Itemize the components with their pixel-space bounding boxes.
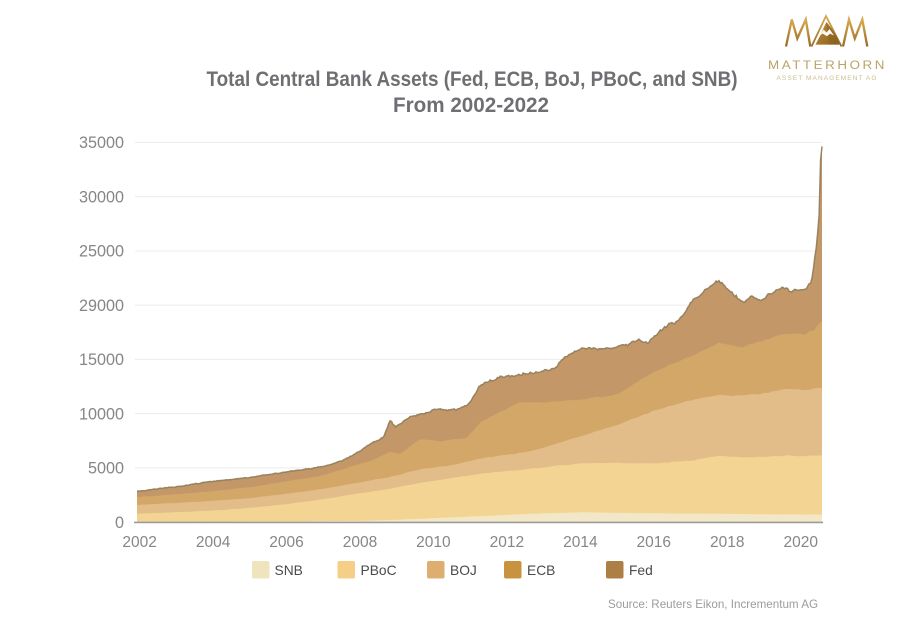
svg-text:15000: 15000 [79, 351, 124, 369]
svg-text:ECB: ECB [527, 563, 555, 578]
svg-text:2020: 2020 [783, 534, 818, 551]
svg-text:ASSET MANAGEMENT AG: ASSET MANAGEMENT AG [777, 75, 878, 82]
svg-text:2004: 2004 [196, 534, 231, 551]
svg-text:2016: 2016 [637, 534, 671, 551]
svg-text:0: 0 [115, 514, 124, 532]
svg-text:2010: 2010 [416, 534, 451, 551]
svg-text:SNB: SNB [275, 563, 303, 578]
svg-text:From 2002-2022: From 2002-2022 [393, 93, 549, 117]
svg-text:5000: 5000 [88, 460, 124, 478]
svg-text:Source: Reuters Eikon, Increme: Source: Reuters Eikon, Incrementum AG [608, 597, 818, 611]
svg-text:2014: 2014 [563, 534, 598, 551]
svg-text:29000: 29000 [79, 297, 124, 315]
svg-text:2008: 2008 [343, 534, 377, 551]
svg-text:2018: 2018 [710, 534, 744, 551]
svg-text:30000: 30000 [79, 188, 124, 206]
svg-text:2006: 2006 [269, 534, 303, 551]
svg-text:Fed: Fed [629, 563, 653, 578]
svg-text:PBoC: PBoC [361, 563, 397, 578]
svg-text:MATTERHORN: MATTERHORN [768, 60, 887, 72]
svg-text:2002: 2002 [122, 534, 156, 551]
svg-text:10000: 10000 [79, 405, 124, 423]
svg-text:Total Central Bank Assets (Fed: Total Central Bank Assets (Fed, ECB, BoJ… [207, 67, 738, 91]
svg-text:25000: 25000 [79, 243, 124, 261]
svg-text:BOJ: BOJ [450, 563, 477, 578]
svg-text:2012: 2012 [490, 534, 524, 551]
svg-text:35000: 35000 [79, 134, 124, 152]
